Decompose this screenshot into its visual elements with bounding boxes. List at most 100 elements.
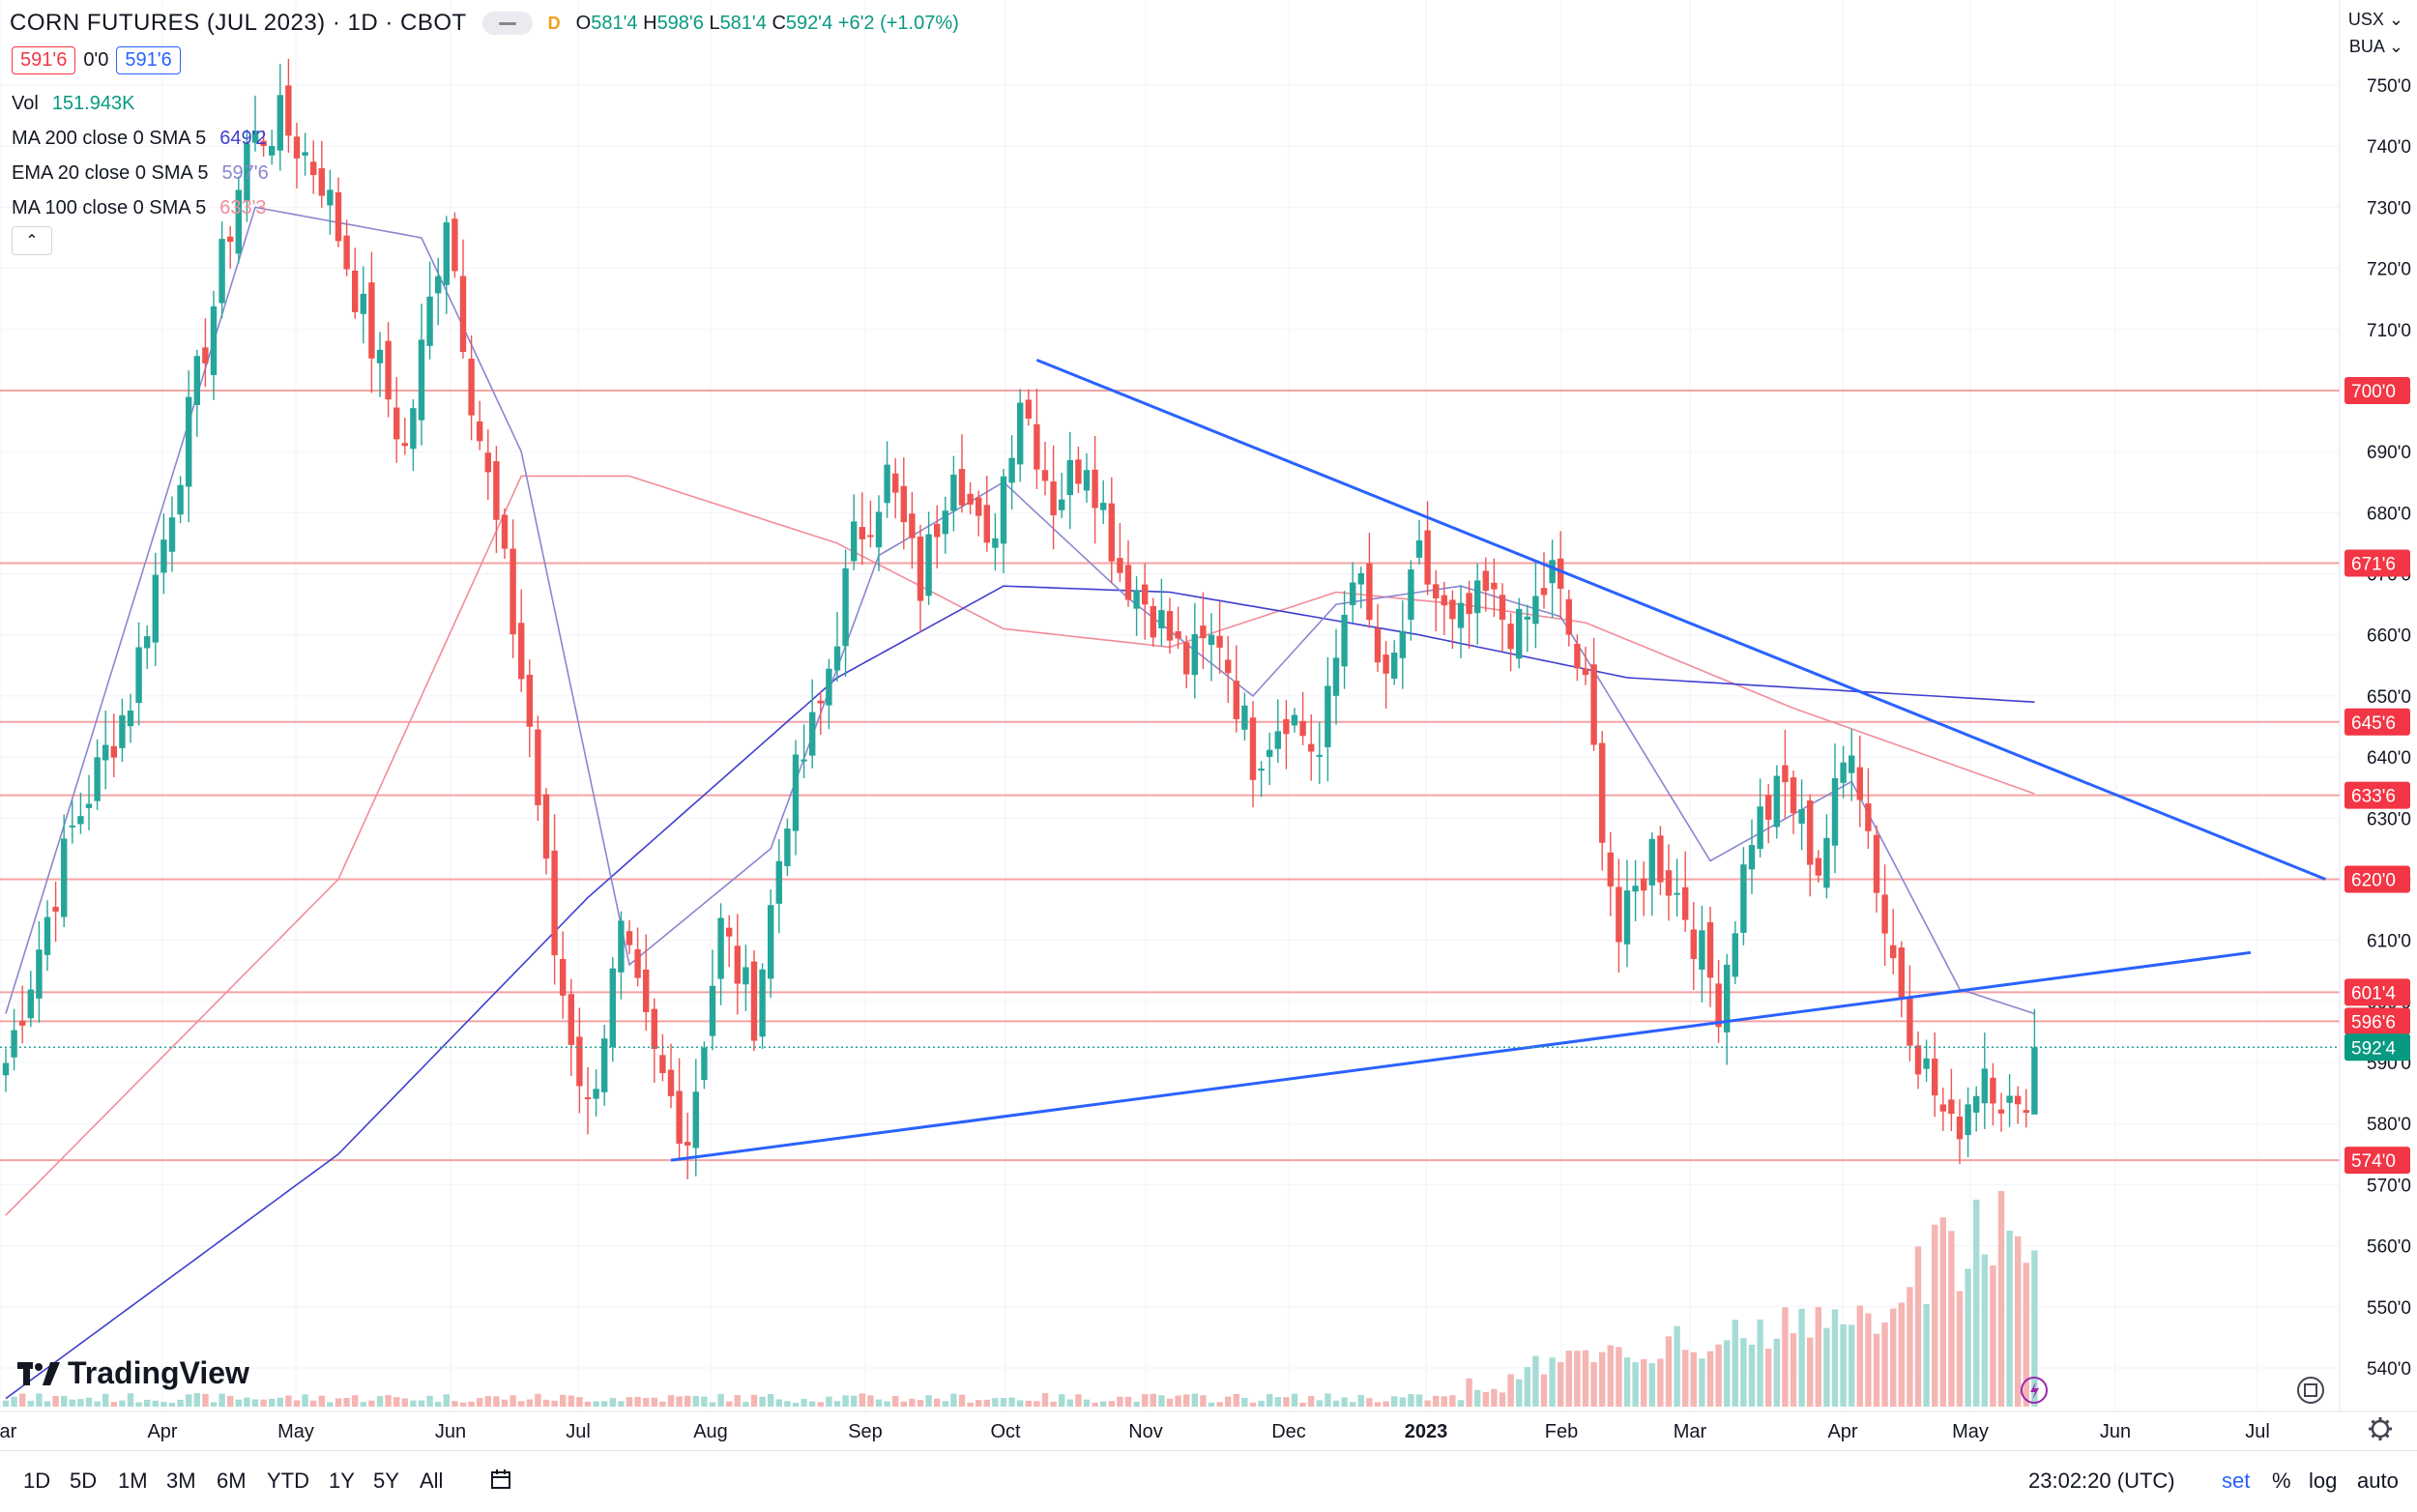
- volume-bar: [1059, 1394, 1065, 1407]
- candle-body: [152, 574, 159, 643]
- indicator-ema20[interactable]: EMA 20 close 0 SMA 5 597'6: [12, 162, 269, 184]
- volume-bar: [709, 1402, 716, 1407]
- candle-body: [934, 523, 941, 538]
- candle-body: [1059, 499, 1065, 510]
- date-range-icon[interactable]: [489, 1467, 514, 1492]
- candle-body: [667, 1069, 675, 1096]
- lower-trendline: [670, 950, 2252, 1162]
- candle-body: [44, 916, 51, 955]
- candle-body: [1873, 834, 1880, 893]
- volume-bar: [210, 1402, 218, 1407]
- indicator-volume[interactable]: Vol 151.943K: [12, 93, 135, 114]
- timeframe-3m[interactable]: 3M: [166, 1468, 196, 1493]
- price-tick-label: 730'0: [2367, 198, 2411, 218]
- candle-body: [809, 712, 816, 756]
- price-chart[interactable]: 750'0 740'0 730'0 720'0 710'0 700'0 690'0 680'0…: [0, 0, 2417, 1450]
- tradingview-logo[interactable]: TradingView: [17, 1355, 249, 1391]
- time-axis[interactable]: Mar Apr May Jun Jul Aug Sep Oct Nov Dec 2023 Feb Mar…: [0, 1410, 2417, 1442]
- candle-body: [1997, 1109, 2005, 1114]
- candle-body: [277, 95, 283, 151]
- candle-body: [1424, 530, 1431, 585]
- candle-body: [1956, 1116, 1964, 1140]
- volume-bar: [1582, 1350, 1589, 1407]
- candle-body: [493, 461, 500, 520]
- symbol-title[interactable]: CORN FUTURES (JUL 2023) · 1D · CBOT: [10, 10, 467, 36]
- timeframe-1m[interactable]: 1M: [118, 1468, 148, 1493]
- volume-bar: [601, 1401, 608, 1407]
- candle-body: [709, 985, 716, 1036]
- time-tick-label: Jul: [566, 1421, 591, 1442]
- auto-toggle[interactable]: auto: [2357, 1468, 2399, 1493]
- volume-bar: [859, 1393, 865, 1407]
- volume-bar: [1740, 1338, 1747, 1407]
- time-tick-label: Apr: [147, 1421, 177, 1442]
- candle-body: [36, 949, 43, 999]
- candlesticks: [2, 58, 2038, 1179]
- timeframe-1y[interactable]: 1Y: [329, 1468, 355, 1493]
- session-set-toggle[interactable]: set: [2222, 1468, 2251, 1493]
- log-toggle[interactable]: log: [2309, 1468, 2338, 1493]
- minimize-pill-icon[interactable]: [481, 12, 533, 35]
- volume-bar: [186, 1394, 192, 1407]
- volume-bar: [426, 1395, 433, 1407]
- volume-bar: [69, 1399, 75, 1407]
- candle-body: [1632, 886, 1639, 892]
- bid-button[interactable]: 591'6: [12, 46, 76, 74]
- delayed-data-badge[interactable]: D: [547, 13, 561, 33]
- volume-bar: [1291, 1393, 1298, 1407]
- unit-selector[interactable]: BUA ⌄: [2348, 37, 2403, 56]
- candle-body: [11, 1030, 17, 1058]
- candle-body: [1532, 596, 1539, 625]
- percent-toggle[interactable]: %: [2272, 1468, 2291, 1493]
- candle-body: [925, 534, 932, 596]
- candle-body: [1798, 808, 1805, 824]
- current-price-label: 592'4: [2351, 1038, 2396, 1059]
- volume-bar: [144, 1399, 151, 1407]
- timeframe-5y[interactable]: 5Y: [373, 1468, 399, 1493]
- candle-body: [1765, 795, 1772, 820]
- timeframe-ytd[interactable]: YTD: [267, 1468, 309, 1493]
- trendlines[interactable]: [670, 358, 2326, 1162]
- volume-bar: [584, 1401, 592, 1407]
- candle-body: [576, 1036, 583, 1087]
- candle-body: [1641, 878, 1647, 891]
- volume-bar: [1690, 1352, 1697, 1407]
- utc-clock[interactable]: 23:02:20 (UTC): [2028, 1468, 2175, 1493]
- candle-body: [634, 948, 641, 978]
- currency-selector[interactable]: USX ⌄: [2347, 10, 2403, 29]
- candle-body: [1267, 749, 1273, 757]
- volume-bar: [1083, 1399, 1091, 1407]
- level-price-tag: [2344, 978, 2410, 1006]
- time-tick-label: Jun: [2100, 1421, 2131, 1442]
- timeframe-all[interactable]: All: [420, 1468, 444, 1493]
- candle-body: [1773, 775, 1780, 828]
- candle-body: [218, 239, 225, 304]
- volume-bar: [77, 1399, 84, 1407]
- volume-bar: [94, 1401, 101, 1407]
- candle-body: [235, 189, 242, 254]
- candle-body: [1599, 742, 1606, 843]
- candle-body: [1732, 933, 1738, 977]
- price-tick-label: 680'0: [2367, 504, 2411, 524]
- collapse-legend-button[interactable]: ⌃: [12, 226, 52, 255]
- candle-body: [1939, 1104, 1946, 1112]
- volume-bar: [244, 1397, 250, 1407]
- volume-bar: [1041, 1393, 1049, 1407]
- price-tick-label: 750'0: [2367, 76, 2411, 97]
- volume-bar: [1881, 1322, 1888, 1407]
- indicator-ma200[interactable]: MA 200 close 0 SMA 5 649'2: [12, 128, 267, 149]
- volume-bar: [1715, 1344, 1722, 1407]
- volume-bar: [826, 1396, 832, 1407]
- candle-body: [1923, 1058, 1930, 1069]
- volume-bar: [1590, 1362, 1597, 1407]
- level-price-tag: [2344, 865, 2410, 893]
- ma100-line: [5, 475, 2035, 1216]
- price-axis[interactable]: 750'0 740'0 730'0 720'0 710'0 700'0 690'0 680'0…: [2339, 0, 2411, 1411]
- ask-button[interactable]: 591'6: [116, 46, 181, 74]
- timeframe-1d[interactable]: 1D: [23, 1468, 51, 1493]
- indicator-ma100[interactable]: MA 100 close 0 SMA 5 633'3: [12, 197, 267, 218]
- candle-body: [875, 511, 883, 548]
- timeframe-5d[interactable]: 5D: [70, 1468, 98, 1493]
- timeframe-6m[interactable]: 6M: [217, 1468, 247, 1493]
- candle-body: [1183, 642, 1190, 675]
